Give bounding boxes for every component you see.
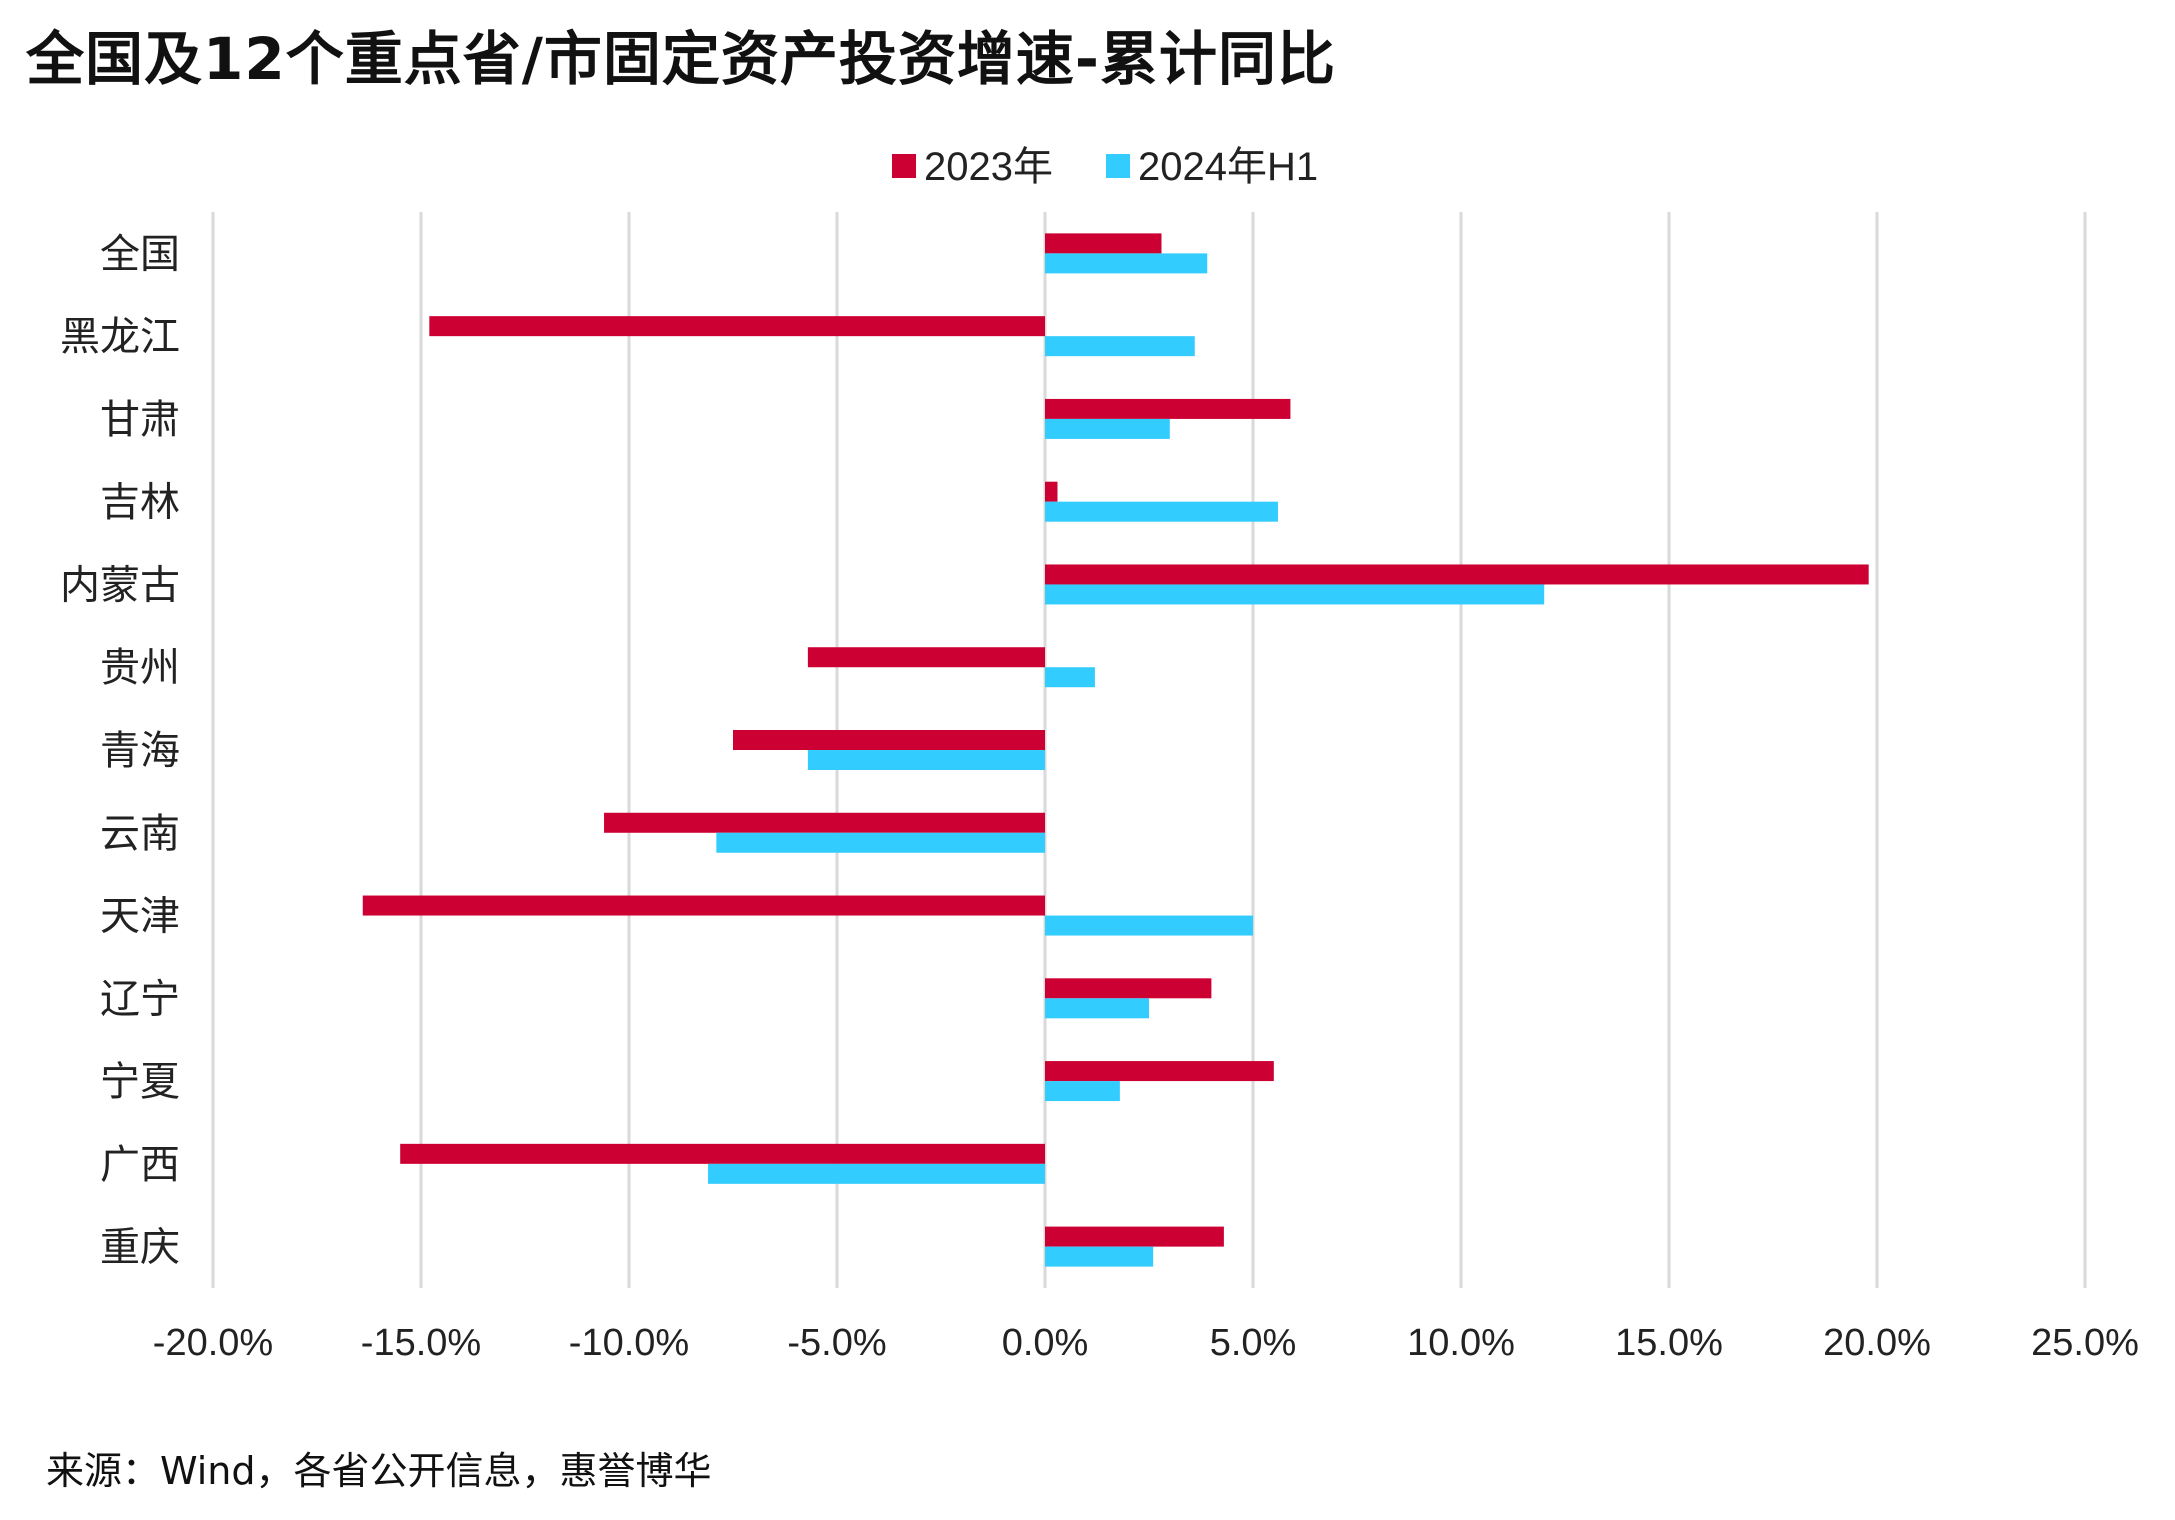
bar-2024h1-11 — [708, 1163, 1045, 1184]
bar-2023-4 — [1045, 564, 1869, 585]
bar-2024h1-9 — [1045, 998, 1149, 1019]
bar-2024h1-1 — [1045, 336, 1195, 357]
category-label: 黑龙江 — [60, 314, 180, 360]
category-label: 天津 — [100, 894, 180, 940]
source-note: 来源：Wind，各省公开信息，惠誉博华 — [46, 1449, 712, 1493]
bar-2023-5 — [807, 647, 1045, 668]
bar-2023-0 — [1045, 233, 1162, 254]
category-label: 辽宁 — [100, 976, 180, 1022]
category-label: 内蒙古 — [60, 562, 180, 608]
bar-2023-6 — [733, 730, 1045, 750]
category-label: 吉林 — [100, 480, 180, 526]
bar-2024h1-8 — [1045, 915, 1253, 936]
category-label: 全国 — [100, 231, 180, 277]
category-label: 青海 — [100, 728, 180, 774]
category-label: 宁夏 — [100, 1059, 180, 1105]
bar-2024h1-3 — [1045, 501, 1278, 522]
bar-2024h1-0 — [1045, 253, 1208, 274]
legend-swatch-0 — [892, 154, 916, 178]
x-tick-label: 25.0% — [2031, 1322, 2139, 1364]
x-tick-label: -20.0% — [153, 1322, 273, 1364]
legend-swatch-1 — [1106, 154, 1130, 178]
bar-2024h1-10 — [1045, 1081, 1120, 1102]
gridlines — [211, 212, 2087, 1288]
bar-2023-12 — [1045, 1226, 1224, 1247]
category-label: 重庆 — [100, 1225, 180, 1271]
bar-2024h1-7 — [716, 832, 1045, 853]
category-label: 贵州 — [100, 645, 180, 691]
bar-2023-7 — [604, 812, 1045, 833]
bar-2024h1-4 — [1045, 584, 1545, 605]
x-tick-label: -15.0% — [361, 1322, 481, 1364]
x-tick-label: 15.0% — [1615, 1322, 1723, 1364]
legend: 2023年 2024年H1 — [892, 145, 1318, 189]
bar-2024h1-5 — [1045, 667, 1095, 688]
x-tick-label: -5.0% — [787, 1322, 886, 1364]
bar-2024h1-2 — [1045, 418, 1170, 439]
bar-2023-1 — [429, 316, 1045, 337]
x-tick-label: 10.0% — [1407, 1322, 1515, 1364]
bar-2023-10 — [1045, 1061, 1274, 1082]
bar-2023-8 — [362, 895, 1045, 916]
x-tick-labels: -20.0% -15.0% -10.0% -5.0% 0.0% 5.0% 10.0% 15.0… — [153, 1322, 2139, 1364]
bar-2024h1-12 — [1045, 1246, 1154, 1267]
bar-2023-3 — [1045, 481, 1058, 502]
chart-title: 全国及12个重点省/市固定资产投资增速-累计同比 — [26, 25, 1336, 93]
x-tick-label: 5.0% — [1210, 1322, 1297, 1364]
bar-2023-11 — [400, 1143, 1045, 1164]
legend-label-0: 2023年 — [924, 145, 1053, 189]
category-label: 甘肃 — [100, 397, 180, 443]
x-tick-label: 20.0% — [1823, 1322, 1931, 1364]
bars — [362, 233, 1869, 1267]
x-tick-label: -10.0% — [569, 1322, 689, 1364]
bar-2023-2 — [1045, 398, 1291, 419]
bar-2023-9 — [1045, 978, 1212, 999]
category-label: 云南 — [100, 811, 180, 857]
legend-label-1: 2024年H1 — [1138, 145, 1318, 189]
x-tick-label: 0.0% — [1002, 1322, 1089, 1364]
category-label: 广西 — [100, 1142, 180, 1188]
bar-2024h1-6 — [807, 750, 1045, 770]
